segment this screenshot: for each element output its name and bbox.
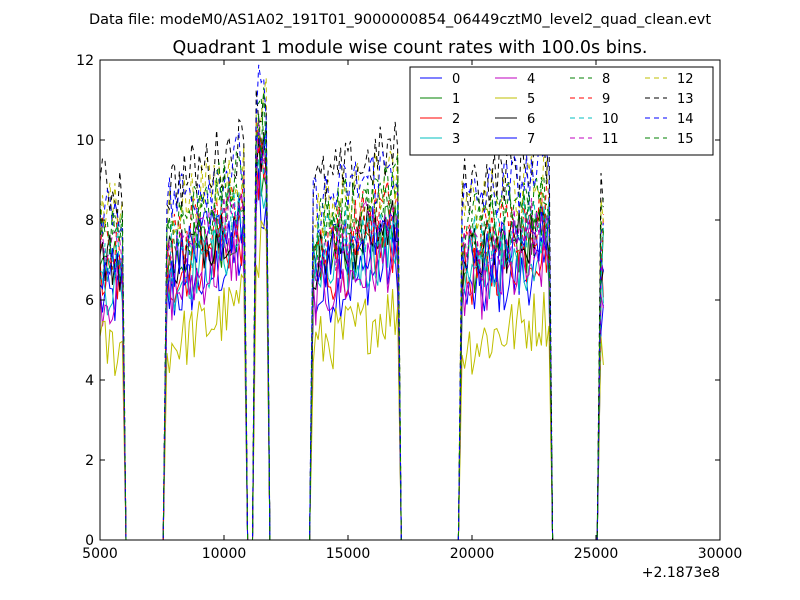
legend-label-3: 3 (452, 132, 460, 147)
series-line-12 (100, 78, 604, 540)
legend-label-10: 10 (602, 112, 619, 127)
series-line-13 (100, 89, 604, 540)
y-tick-label: 2 (85, 453, 94, 469)
legend-box (409, 66, 714, 156)
legend-label-7: 7 (527, 132, 535, 147)
legend-label-2: 2 (452, 112, 460, 127)
legend-label-14: 14 (677, 112, 694, 127)
x-tick-label: 25000 (574, 546, 619, 562)
series-line-5 (100, 220, 604, 540)
x-tick-label: 10000 (202, 546, 247, 562)
x-tick-label: 15000 (326, 546, 371, 562)
x-tick-label: 20000 (450, 546, 495, 562)
legend-label-1: 1 (452, 92, 460, 107)
legend-label-8: 8 (602, 72, 610, 87)
x-tick-label: 30000 (698, 546, 743, 562)
legend-label-12: 12 (677, 72, 694, 87)
legend-label-15: 15 (677, 132, 694, 147)
series-line-10 (100, 112, 604, 540)
x-tick-label: 5000 (82, 546, 118, 562)
legend-label-5: 5 (527, 92, 535, 107)
legend-label-6: 6 (527, 112, 535, 127)
suptitle: Data file: modeM0/AS1A02_191T01_90000008… (89, 12, 711, 28)
y-tick-label: 6 (85, 293, 94, 309)
legend-label-4: 4 (527, 72, 535, 87)
legend-label-0: 0 (452, 72, 460, 87)
chart-title: Quadrant 1 module wise count rates with … (173, 38, 648, 58)
y-tick-label: 0 (85, 533, 94, 549)
y-tick-label: 10 (76, 133, 94, 149)
series-line-11 (100, 116, 604, 540)
y-tick-label: 4 (85, 373, 94, 389)
legend-label-13: 13 (677, 92, 694, 107)
y-tick-label: 12 (76, 53, 94, 69)
legend-label-9: 9 (602, 92, 610, 107)
legend-label-11: 11 (602, 132, 619, 147)
series-layer (100, 64, 604, 540)
y-tick-label: 8 (85, 213, 94, 229)
x-offset-label: +2.1873e8 (642, 565, 720, 581)
